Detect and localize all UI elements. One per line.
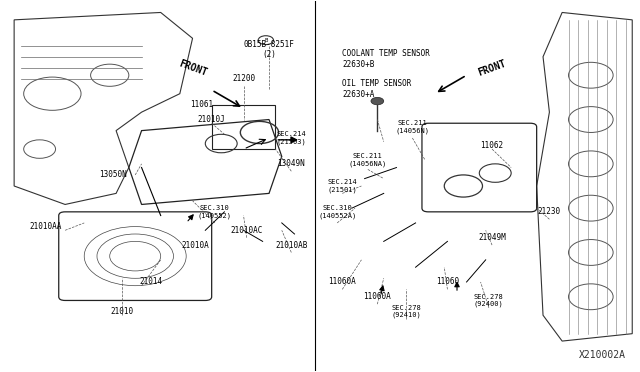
Text: B: B <box>264 38 268 43</box>
Text: OIL TEMP SENSOR
22630+A: OIL TEMP SENSOR 22630+A <box>342 79 412 99</box>
Bar <box>212 105 275 149</box>
Text: 13049N: 13049N <box>278 159 305 169</box>
Text: 21200: 21200 <box>232 74 255 83</box>
Text: 11060A: 11060A <box>328 278 356 286</box>
Text: SEC.310
(140552): SEC.310 (140552) <box>198 205 232 219</box>
Text: SEC.278
(92410): SEC.278 (92410) <box>391 305 421 318</box>
Text: 21010J: 21010J <box>198 115 225 124</box>
Text: SEC.211
(14056N): SEC.211 (14056N) <box>396 120 429 134</box>
Text: 11060: 11060 <box>436 278 459 286</box>
Text: 21014: 21014 <box>140 278 163 286</box>
Text: 11062: 11062 <box>481 141 504 150</box>
Text: COOLANT TEMP SENSOR
22630+B: COOLANT TEMP SENSOR 22630+B <box>342 49 430 70</box>
Text: 21010: 21010 <box>111 307 134 316</box>
Text: 21010AC: 21010AC <box>230 226 263 235</box>
Circle shape <box>371 97 384 105</box>
Text: 21010AB: 21010AB <box>275 241 307 250</box>
Text: SEC.214
(21503): SEC.214 (21503) <box>276 131 306 145</box>
Text: X210002A: X210002A <box>579 350 626 359</box>
Text: FRONT: FRONT <box>477 58 508 78</box>
Text: 21010AA: 21010AA <box>30 222 62 231</box>
Text: 21010A: 21010A <box>182 241 210 250</box>
Text: SEC.310
(140552A): SEC.310 (140552A) <box>318 205 356 219</box>
Text: SEC.214
(21501): SEC.214 (21501) <box>328 179 357 193</box>
Text: SEC.211
(14056NA): SEC.211 (14056NA) <box>349 153 387 167</box>
Text: 0B15B-8251F
(2): 0B15B-8251F (2) <box>244 40 294 59</box>
Text: FRONT: FRONT <box>177 58 208 78</box>
Text: 21230: 21230 <box>538 207 561 217</box>
Text: 21049M: 21049M <box>478 233 506 242</box>
Text: 11061: 11061 <box>191 100 214 109</box>
Text: 11060A: 11060A <box>364 292 391 301</box>
Text: 13050N: 13050N <box>99 170 127 179</box>
Text: SEC.278
(92400): SEC.278 (92400) <box>474 294 504 307</box>
